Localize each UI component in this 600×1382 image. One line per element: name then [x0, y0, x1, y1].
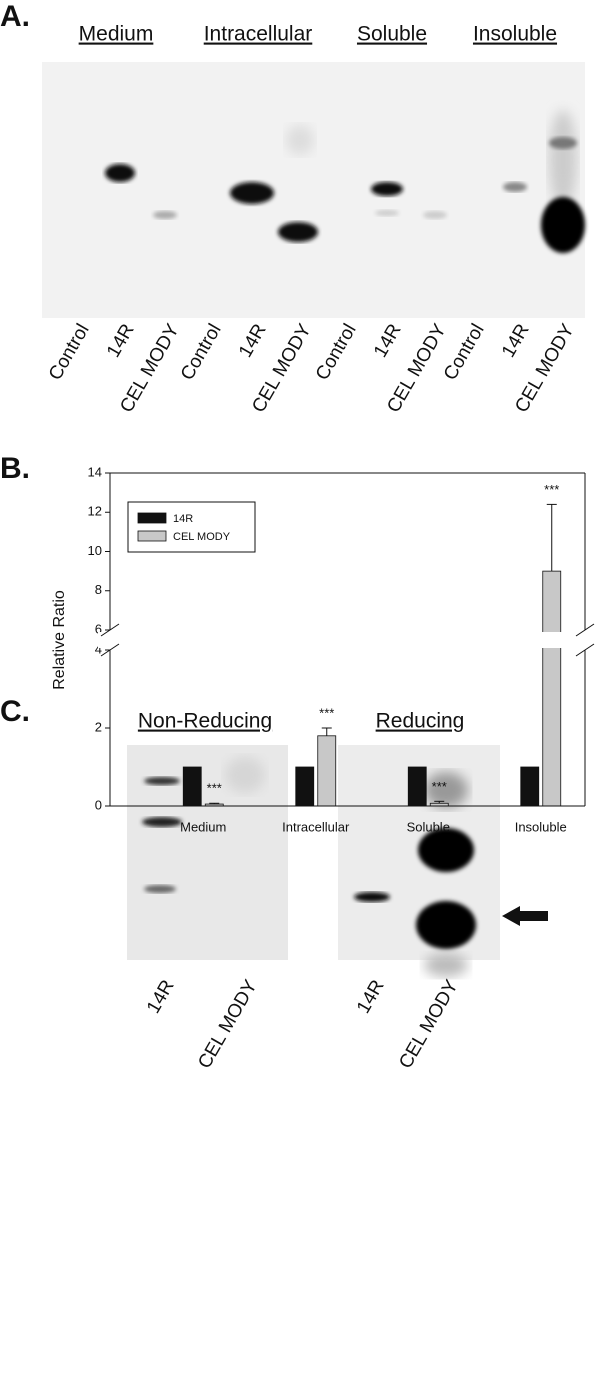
lane-label: CEL MODY	[395, 976, 463, 1072]
group-header: Intracellular	[204, 23, 313, 46]
blot-title: Non-Reducing	[138, 710, 272, 733]
panel-label: B.	[0, 452, 30, 485]
legend-swatch	[137, 530, 167, 542]
y-tick-label: 14	[88, 464, 102, 479]
group-header: Insoluble	[473, 23, 557, 46]
lane-label: 14R	[498, 321, 534, 362]
lane-label: 14R	[103, 321, 139, 362]
significance: ***	[319, 705, 334, 720]
panel-label: C.	[0, 695, 30, 728]
x-tick-label: Intracellular	[282, 819, 350, 834]
y-tick-label: 2	[95, 719, 102, 734]
significance: ***	[207, 781, 222, 796]
bar	[542, 570, 562, 807]
break-mark	[100, 623, 120, 637]
y-tick-label: 6	[95, 621, 102, 636]
lane-label: 14R	[370, 321, 406, 362]
break-mark	[575, 643, 595, 657]
break-mark	[575, 623, 595, 637]
lane-label: 14R	[235, 321, 271, 362]
significance: ***	[544, 482, 559, 497]
x-tick-label: Soluble	[407, 819, 450, 834]
break-mark	[100, 643, 120, 657]
bar	[317, 735, 337, 807]
y-tick-label: 0	[95, 797, 102, 812]
x-tick-label: Medium	[180, 819, 226, 834]
bar	[407, 766, 427, 807]
legend-box	[127, 501, 256, 553]
y-tick-label: 12	[88, 504, 102, 519]
panel-label: A.	[0, 0, 30, 33]
legend-swatch	[137, 512, 167, 524]
bands	[142, 757, 476, 977]
y-tick-label: 10	[88, 543, 102, 558]
group-header: Medium	[79, 23, 154, 46]
bar	[295, 766, 315, 807]
axis-break-gap	[98, 632, 597, 648]
bar	[182, 766, 202, 807]
lane-label: Control	[312, 321, 361, 385]
bar	[520, 766, 540, 807]
lane-label: Control	[177, 321, 226, 385]
blot-title: Reducing	[376, 710, 465, 733]
lane-label: Control	[45, 321, 94, 385]
lane-label: 14R	[143, 977, 179, 1018]
blot	[42, 62, 585, 318]
group-header: Soluble	[357, 23, 427, 46]
lane-label: 14R	[353, 977, 389, 1018]
bands	[105, 110, 585, 253]
arrow	[502, 906, 548, 926]
y-tick-label: 4	[95, 641, 102, 656]
lane-label: CEL MODY	[194, 976, 262, 1072]
y-axis-label: Relative Ratio	[51, 590, 68, 690]
x-tick-label: Insoluble	[515, 819, 567, 834]
significance: ***	[432, 779, 447, 794]
legend-label: 14R	[173, 513, 193, 525]
legend-label: CEL MODY	[173, 531, 231, 543]
y-tick-label: 8	[95, 582, 102, 597]
